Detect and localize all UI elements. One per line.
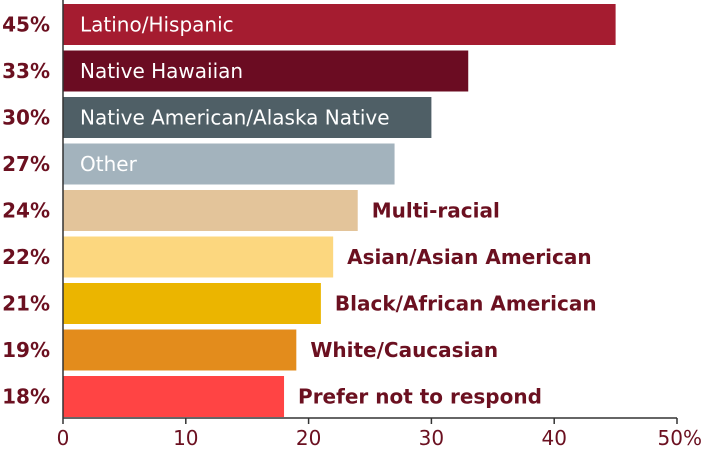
bars-group [63, 4, 616, 417]
bar-multi-racial [63, 190, 358, 231]
bar-latino-hispanic [63, 4, 616, 45]
value-label-native-hawaiian: 33% [2, 59, 50, 83]
category-label-asian-asian-american: Asian/Asian American [347, 245, 591, 269]
value-label-native-american-alaska-native: 30% [2, 106, 50, 130]
value-label-latino-hispanic: 45% [2, 13, 50, 37]
category-label-black-african-american: Black/African American [335, 292, 597, 316]
bar-native-hawaiian [63, 50, 469, 92]
bar-black-african-american [63, 283, 321, 324]
category-label-white-caucasian: White/Caucasian [310, 338, 498, 362]
x-tick-label: 30 [419, 426, 444, 449]
value-label-asian-asian-american: 22% [2, 245, 50, 269]
value-label-prefer-not-to-respond: 18% [2, 385, 50, 409]
category-label-prefer-not-to-respond: Prefer not to respond [298, 385, 542, 409]
category-label-latino-hispanic: Latino/Hispanic [80, 13, 234, 37]
category-label-multi-racial: Multi-racial [372, 199, 500, 223]
x-axis: 0 10 20 30 40 50% [57, 0, 702, 449]
category-label-other: Other [80, 152, 138, 176]
x-tick-label: 10 [173, 426, 198, 449]
labels-group: 45% Latino/Hispanic 33% Native Hawaiian 30% N… [2, 13, 596, 409]
value-label-multi-racial: 24% [2, 199, 50, 223]
x-tick-label: 50% [658, 426, 702, 449]
category-label-native-hawaiian: Native Hawaiian [80, 59, 243, 83]
bar-prefer-not-to-respond [63, 376, 285, 417]
bar-white-caucasian [63, 329, 297, 371]
bar-other [63, 143, 395, 185]
value-label-black-african-american: 21% [2, 292, 50, 316]
x-tick-label: 0 [57, 426, 70, 449]
bar-native-american-alaska-native [63, 97, 432, 138]
bar-asian-asian-american [63, 236, 334, 278]
category-label-native-american-alaska-native: Native American/Alaska Native [80, 106, 390, 130]
x-tick-label: 40 [541, 426, 566, 449]
value-label-other: 27% [2, 152, 50, 176]
x-tick-label: 20 [296, 426, 321, 449]
value-label-white-caucasian: 19% [2, 338, 50, 362]
